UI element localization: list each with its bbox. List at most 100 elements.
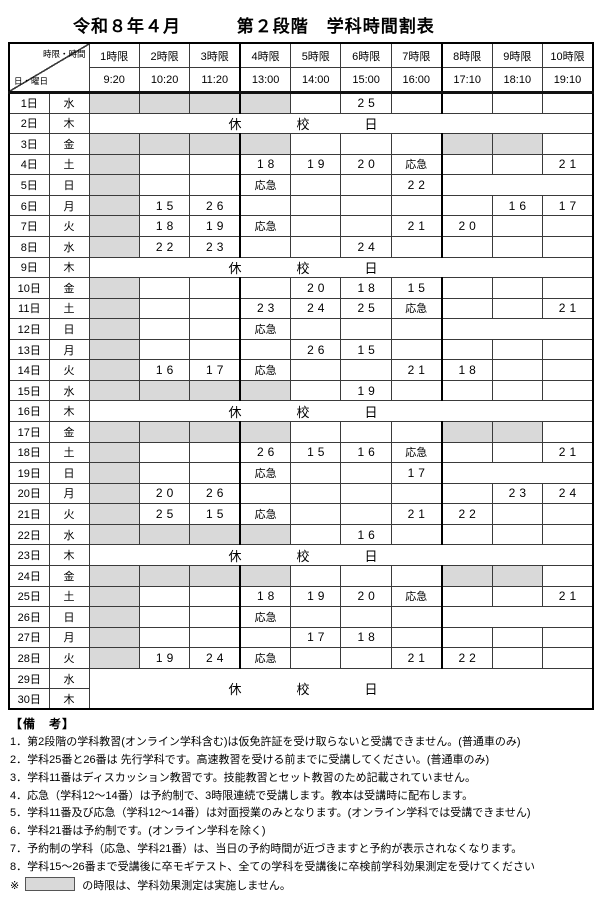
day-label: 1日 [8, 92, 50, 114]
timetable-cell [340, 133, 392, 155]
timetable-cell [491, 215, 544, 237]
closed-day-cell: 休校日 [88, 112, 594, 135]
no-evening-cell [440, 174, 594, 196]
timetable-cell [340, 318, 392, 340]
period-header: 6時限 [340, 42, 392, 68]
day-label: 15日 [8, 379, 50, 402]
time-header: 10:20 [138, 67, 191, 94]
timetable-cell [189, 277, 241, 299]
timetable-cell [542, 379, 594, 402]
no-evening-cell [440, 462, 594, 484]
period-header: 8時限 [440, 42, 493, 68]
timetable-cell [390, 523, 443, 546]
timetable-row: 5日日 応急 22 [8, 174, 594, 196]
weekday-label: 土 [48, 585, 90, 608]
timetable-cell [138, 133, 191, 155]
timetable-row: 28日火 19 24 応急 21 22 [8, 647, 594, 669]
timetable-cell: 22 [138, 235, 191, 258]
timetable-row: 18日土 26 15 16 応急 21 [8, 441, 594, 464]
timetable-cell [189, 153, 241, 176]
timetable-cell [88, 174, 140, 196]
timetable-cell [138, 297, 191, 320]
period-header: 3時限 [189, 42, 241, 68]
timetable-cell [138, 606, 191, 628]
weekday-label: 月 [48, 338, 90, 361]
timetable-cell: 20 [138, 482, 191, 505]
timetable-cell [290, 421, 342, 443]
day-label: 26日 [8, 606, 50, 628]
timetable-cell [440, 153, 493, 176]
timetable-cell [189, 133, 241, 155]
timetable-cell [189, 297, 241, 320]
timetable-cell [88, 523, 140, 546]
timetable-cell [88, 503, 140, 525]
timetable-cell [88, 441, 140, 464]
header-row-times: 9:20 10:20 11:20 13:00 14:00 15:00 16:00… [9, 67, 594, 94]
timetable-row: 9日木休校日 [8, 256, 594, 279]
remark-line: 2．学科25番と26番は 先行学科です。高速教習を受ける前までに受講してください… [10, 753, 490, 766]
timetable-row: 7日火 18 19 応急 21 20 [8, 215, 594, 237]
timetable-cell [440, 421, 493, 443]
timetable-cell: 応急 [239, 215, 292, 237]
timetable-cell [88, 133, 140, 155]
timetable-row: 13日月 26 15 [8, 338, 594, 361]
gray-legend-swatch [25, 876, 76, 891]
timetable-cell: 23 [491, 482, 544, 505]
timetable-row: 21日火 25 15 応急 21 22 [8, 503, 594, 525]
timetable-cell [239, 564, 292, 587]
weekday-label: 日 [48, 174, 90, 196]
time-header: 17:10 [440, 67, 493, 94]
page: 令和８年４月 第２段階 学科時間割表 時限・時間 日・曜日 1時限 2時限 3時… [0, 16, 600, 900]
timetable-cell [88, 153, 140, 176]
remark-line: 7．予約制の学科（応急、学科21番）は、当日の予約時間が近づきますと予約が表示さ… [10, 842, 523, 855]
timetable-cell [542, 338, 594, 361]
timetable-cell [491, 421, 544, 443]
timetable-cell: 21 [390, 647, 443, 669]
timetable-cell: 18 [138, 215, 191, 237]
timetable-cell: 応急 [239, 606, 292, 628]
timetable-row: 24日金 [8, 564, 594, 587]
timetable-cell [138, 564, 191, 587]
timetable-cell: 23 [239, 297, 292, 320]
timetable-cell [440, 235, 493, 258]
no-evening-cell [440, 606, 594, 628]
page-title: 令和８年４月 第２段階 学科時間割表 [73, 16, 600, 37]
timetable-cell: 18 [340, 277, 392, 299]
timetable-cell [239, 523, 292, 546]
timetable-cell [88, 194, 140, 217]
timetable-cell: 18 [440, 359, 493, 381]
closed-day-cell: 休校日 [88, 400, 594, 422]
timetable-cell [440, 277, 493, 299]
day-label: 25日 [8, 585, 50, 608]
timetable-cell [340, 564, 392, 587]
day-label: 28日 [8, 647, 50, 669]
timetable-cell: 21 [542, 297, 594, 320]
weekday-label: 水 [48, 235, 90, 258]
timetable-cell [189, 462, 241, 484]
timetable-cell: 16 [138, 359, 191, 381]
timetable-cell [239, 379, 292, 402]
header-row-periods: 時限・時間 日・曜日 1時限 2時限 3時限 4時限 5時限 6時限 7時限 8… [8, 42, 594, 94]
weekday-label: 木 [48, 112, 90, 135]
closed-day-cell: 休校日 [88, 667, 594, 710]
timetable-cell [440, 379, 493, 402]
timetable-cell: 26 [239, 441, 292, 464]
timetable-cell [542, 359, 594, 381]
timetable-cell: 26 [189, 194, 241, 217]
timetable-cell [290, 92, 342, 114]
timetable-cell: 15 [290, 441, 342, 464]
timetable-cell [189, 626, 241, 649]
timetable-cell [440, 92, 493, 114]
timetable-cell [542, 92, 594, 114]
weekday-label: 月 [48, 194, 90, 217]
timetable-cell [88, 235, 140, 258]
timetable-cell: 26 [290, 338, 342, 361]
timetable-cell [138, 153, 191, 176]
timetable-cell [390, 92, 443, 114]
time-header: 18:10 [491, 67, 544, 94]
remark-line: 4．応急（学科12～14番）は予約制で、3時限連続で受講します。教本は受講時に配… [10, 789, 474, 802]
timetable-cell: 15 [138, 194, 191, 217]
timetable-cell [390, 626, 443, 649]
weekday-label: 火 [48, 647, 90, 669]
weekday-label: 土 [48, 441, 90, 464]
